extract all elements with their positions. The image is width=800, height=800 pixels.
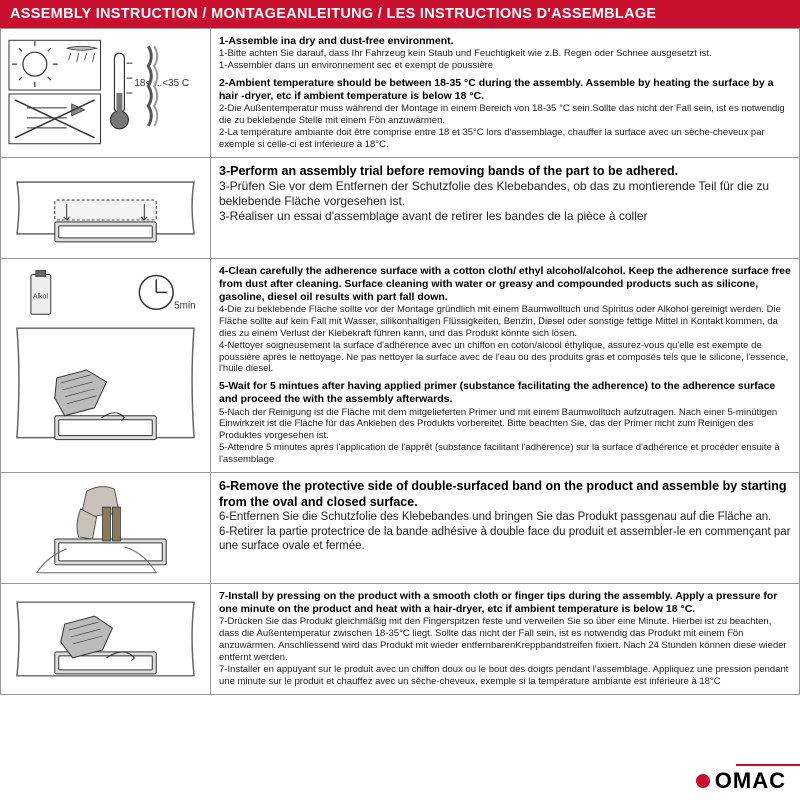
step4-fr: 4-Nettoyer soigneusement la surface d'ad… (219, 340, 791, 376)
step5-fr: 5-Attendre 5 minutes après l'application… (219, 442, 791, 466)
step-row-3: Alkol 5min 4-Clean carefully the adheren… (1, 259, 799, 473)
step1-illustration: 18< ...<35 C (1, 29, 211, 157)
step5-en: 5-Wait for 5 mintues after having applie… (219, 380, 791, 406)
step6-illustration (1, 473, 211, 583)
step4-5-illustration: Alkol 5min (1, 259, 211, 472)
step3-en: 3-Perform an assembly trial before remov… (219, 164, 791, 180)
brand-footer: OMAC (696, 768, 786, 794)
svg-text:18< ...<35 C: 18< ...<35 C (134, 78, 189, 89)
step5-de: 5-Nach der Reinigung ist die Fläche mit … (219, 407, 791, 443)
step3-de: 3-Prüfen Sie vor dem Entfernen der Schut… (219, 179, 791, 209)
step7-en: 7-Install by pressing on the product wit… (219, 590, 791, 616)
brand-name: OMAC (715, 768, 786, 794)
step2-fr: 2-La température ambiante doit être comp… (219, 127, 791, 151)
step-row-5: 7-Install by pressing on the product wit… (1, 584, 799, 695)
step6-de: 6-Entfernen Sie die Schutzfolie des Kleb… (219, 510, 791, 524)
step7-fr: 7-Installer en appuyant sur le produit a… (219, 664, 791, 688)
step3-fr: 3-Réaliser un essai d'assemblage avant d… (219, 209, 791, 224)
step1-de: 1-Bitte achten Sie darauf, dass Ihr Fahr… (219, 48, 791, 60)
step6-fr: 6-Retirer la partie protectrice de la ba… (219, 525, 791, 554)
instruction-grid: 18< ...<35 C 1-Assemble ina dry and dust… (0, 28, 800, 695)
step-row-1: 18< ...<35 C 1-Assemble ina dry and dust… (1, 28, 799, 158)
step7-illustration (1, 584, 211, 694)
svg-text:Alkol: Alkol (33, 293, 49, 300)
step-row-4: 6-Remove the protective side of double-s… (1, 473, 799, 584)
brand-dot-icon (696, 774, 710, 788)
step2-en: 2-Ambient temperature should be between … (219, 77, 791, 103)
step7-de: 7-Drücken Sie das Produkt gleichmäßig mi… (219, 616, 791, 664)
step4-de: 4-Die zu beklebende Fläche sollte vor de… (219, 304, 791, 340)
page-title: ASSEMBLY INSTRUCTION / MONTAGEANLEITUNG … (0, 0, 800, 28)
step6-en: 6-Remove the protective side of double-s… (219, 479, 791, 510)
step-row-2: 3-Perform an assembly trial before remov… (1, 158, 799, 259)
step1-fr: 1-Assembler dans un environnement sec et… (219, 60, 791, 72)
accent-line (736, 764, 800, 766)
step1-en: 1-Assemble ina dry and dust-free environ… (219, 35, 791, 48)
step3-illustration (1, 158, 211, 258)
step4-en: 4-Clean carefully the adherence surface … (219, 265, 791, 304)
svg-text:5min: 5min (174, 300, 196, 311)
step2-de: 2-Die Außentemperatur muss während der M… (219, 103, 791, 127)
